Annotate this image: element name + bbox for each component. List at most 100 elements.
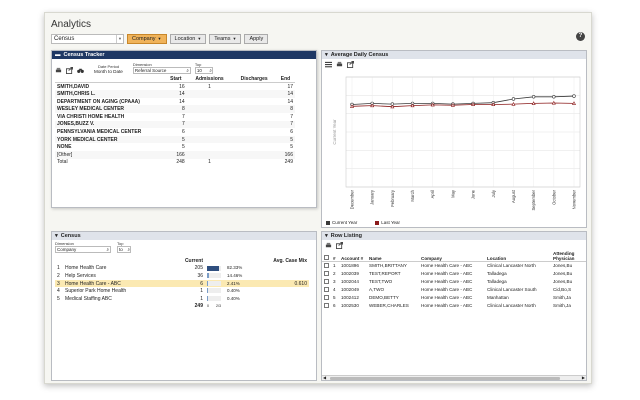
table-row[interactable]: 3 1002044 TEST,TWO Home Health Care - ABC Ta… [322, 278, 586, 286]
table-row[interactable]: 2 1002039 TEST,REPORT Home Health Care - AB… [322, 270, 586, 278]
search-icon[interactable]: ⌕ [186, 68, 189, 73]
table-row[interactable]: Total 248 1 249 [55, 159, 295, 167]
legend-item[interactable]: Last Year [375, 220, 400, 225]
column-header[interactable]: # [331, 251, 339, 262]
select-all-checkbox[interactable] [324, 255, 329, 260]
top-input[interactable]: 10 ⌕ [194, 67, 213, 74]
table-row[interactable]: 4 1002049 A,TWO Home Health Care - ABC Clini… [322, 286, 586, 294]
census-tracker-header[interactable]: ▬ Census Tracker [52, 51, 316, 59]
row-percent: 0.40% [227, 295, 240, 301]
collapse-icon[interactable]: ▬ [55, 52, 61, 58]
avg-case-mix-header[interactable]: Avg. Case Mix [273, 257, 307, 264]
top-label: Top [194, 62, 202, 67]
row-discharges [232, 135, 276, 144]
dimension-input[interactable]: Referral Source ⌕ [132, 67, 191, 74]
average-daily-census-header[interactable]: ▾ Average Daily Census [322, 51, 586, 59]
table-row[interactable]: WESLEY MEDICAL CENTER 8 8 [55, 105, 295, 113]
column-header[interactable]: Discharges [232, 75, 276, 84]
table-row[interactable]: 3 Home Health Care - ABC 6 2.41% 0.610 [55, 279, 309, 288]
row-checkbox[interactable] [324, 270, 329, 276]
table-row[interactable]: 1 1001896 SMITH,BRITTANY Home Health Care -… [322, 262, 586, 270]
export-icon[interactable] [66, 67, 73, 74]
row-listing-header[interactable]: ▾ Row Listing [322, 232, 586, 240]
table-row[interactable]: 2 Help Services 36 14.46% [55, 272, 309, 280]
row-checkbox[interactable] [324, 302, 329, 308]
table-row[interactable]: 1 Home Health Care 205 82.33% [55, 265, 309, 273]
print-icon[interactable] [325, 242, 332, 249]
caret-down-icon: ▼ [232, 36, 237, 41]
table-row[interactable]: 5 Medical Staffing ABC 1 0.40% [55, 295, 309, 303]
table-row[interactable]: DEPARTMENT ON AGING (CPAAA) 14 14 [55, 98, 295, 106]
dimension-input[interactable]: Company ⌕ [55, 246, 111, 253]
search-icon[interactable]: ⌕ [127, 247, 130, 252]
collapse-icon[interactable]: ▾ [325, 233, 328, 239]
help-icon[interactable]: ? [576, 32, 585, 41]
row-physician: Smith,Ja [553, 295, 571, 300]
column-header[interactable]: Company [419, 251, 485, 262]
row-admissions: 1 [208, 83, 211, 90]
top-input[interactable]: to ⌕ [117, 246, 131, 253]
row-checkbox[interactable] [324, 286, 329, 292]
collapse-icon[interactable]: ▾ [325, 52, 328, 58]
search-icon[interactable]: ⌕ [209, 68, 212, 73]
teams-filter-button[interactable]: Teams ▼ [209, 33, 242, 44]
row-n: 3 [333, 279, 336, 284]
row-percent: 14.46% [227, 272, 243, 278]
apply-button[interactable]: Apply [244, 33, 269, 44]
location-filter-label: Location [174, 35, 196, 42]
print-icon[interactable] [336, 61, 343, 68]
row-case-mix [265, 272, 309, 280]
column-header[interactable]: Name [367, 251, 419, 262]
column-header[interactable]: End [276, 75, 295, 84]
row-name: SMITH,DAVID [57, 83, 90, 90]
row-current: 1 [200, 295, 203, 302]
table-row[interactable]: NONE 5 5 [55, 143, 295, 151]
table-row[interactable]: 6 1002530 WEBER,CHARLES Home Health Care - … [322, 302, 586, 310]
table-row[interactable]: [Other] 166 166 [55, 150, 295, 159]
table-row[interactable]: YORK MEDICAL CENTER 5 5 [55, 135, 295, 144]
chevron-down-icon[interactable]: ▼ [116, 34, 123, 43]
scroll-right-icon[interactable]: ▶ [581, 375, 585, 380]
horizontal-scrollbar[interactable]: ◀ ▶ [322, 375, 586, 380]
collapse-icon[interactable]: ▾ [55, 233, 58, 239]
row-checkbox[interactable] [324, 278, 329, 284]
row-admissions [186, 135, 233, 144]
list-icon[interactable] [325, 61, 332, 68]
date-period-value[interactable]: Month to Date [94, 69, 123, 74]
row-n: 2 [333, 271, 336, 276]
share-bar [207, 273, 210, 279]
current-header[interactable]: Current [184, 257, 203, 264]
print-icon[interactable] [55, 67, 62, 74]
scrollbar-thumb[interactable] [330, 377, 560, 380]
scroll-left-icon[interactable]: ◀ [323, 375, 327, 380]
search-icon[interactable]: ⌕ [106, 247, 109, 252]
column-header[interactable]: Attending Physician [551, 251, 586, 262]
table-row[interactable]: 5 1002412 DEMO,BETTY Home Health Care - ABC… [322, 294, 586, 302]
column-header[interactable]: Start [165, 75, 187, 84]
row-discharges [232, 143, 276, 151]
legend-item[interactable]: Current Year [326, 220, 357, 225]
share-bar [207, 288, 208, 294]
census-header[interactable]: ▾ Census [52, 232, 316, 240]
table-row[interactable]: JONES,BUZZ V. 7 7 [55, 120, 295, 129]
column-header[interactable]: Account # [339, 251, 367, 262]
column-header[interactable]: Admissions [186, 75, 233, 84]
export-icon[interactable] [336, 242, 343, 249]
row-discharges [232, 90, 276, 98]
dimension-label: Dimension [132, 62, 152, 67]
company-filter-button[interactable]: Company ▼ [127, 33, 167, 44]
table-row[interactable]: SMITH,DAVID 16 1 17 [55, 83, 295, 91]
table-row[interactable]: PENNSYLVANIA MEDICAL CENTER 6 6 [55, 128, 295, 136]
table-row[interactable]: VIA CHRISTI HOME HEALTH 7 7 [55, 113, 295, 121]
table-row[interactable]: SMITH,CHRIS L. 14 14 [55, 90, 295, 98]
table-row[interactable]: 4 Superior Park Home Health 1 0.40% [55, 287, 309, 295]
export-icon[interactable] [347, 61, 354, 68]
row-n: 4 [333, 287, 336, 292]
binoculars-icon[interactable] [77, 67, 84, 74]
column-header[interactable]: Location [485, 251, 551, 262]
row-listing-panel: ▾ Row Listing # Account # Name Company L… [321, 231, 587, 381]
report-select[interactable]: Census ▼ [51, 33, 124, 44]
row-checkbox[interactable] [324, 294, 329, 300]
location-filter-button[interactable]: Location ▼ [169, 33, 207, 44]
row-checkbox[interactable] [324, 262, 329, 268]
